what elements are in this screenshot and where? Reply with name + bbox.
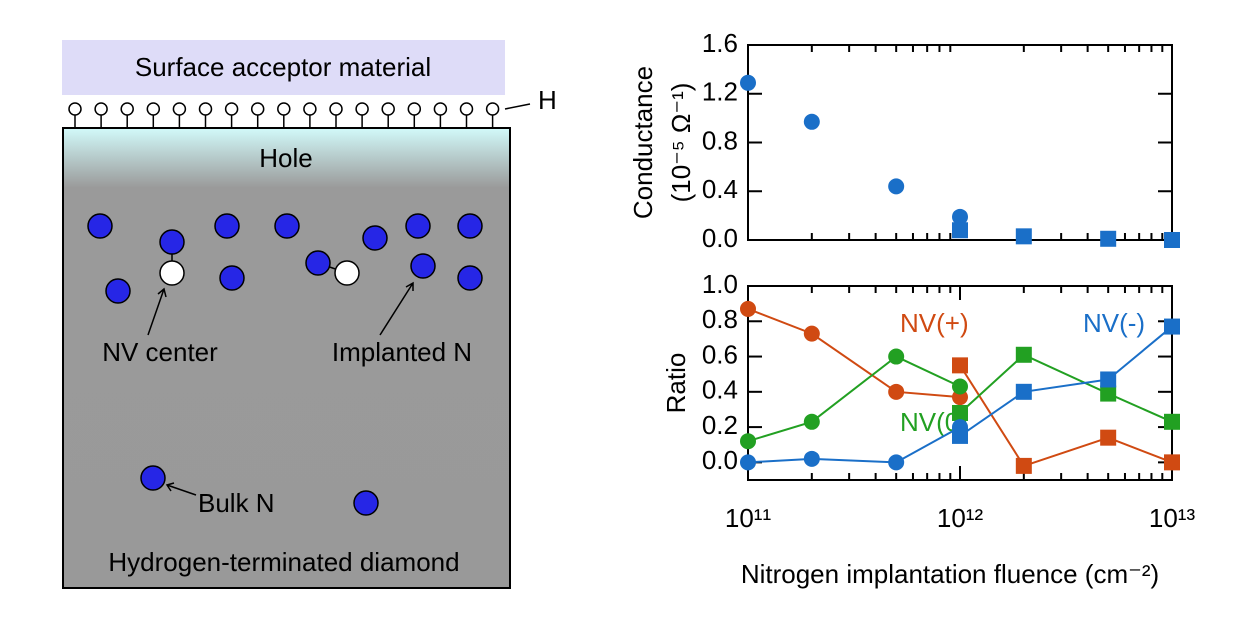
h-label: H — [538, 85, 557, 115]
square-marker — [1164, 318, 1180, 335]
y-axis-unit: (10⁻⁵ Ω⁻¹) — [666, 83, 696, 203]
square-marker — [1015, 457, 1032, 474]
series-line — [747, 307, 961, 399]
series-label: NV(+) — [900, 308, 969, 338]
circle-marker — [888, 383, 905, 400]
h-atom — [250, 102, 265, 116]
x-tick-label: 10¹² — [937, 503, 984, 533]
y-tick-label: 0.6 — [702, 339, 738, 369]
h-atom — [381, 102, 395, 116]
square-marker — [1100, 371, 1117, 388]
y-tick-label: 0.8 — [702, 125, 738, 155]
circle-marker — [803, 450, 820, 467]
h-atom — [224, 102, 239, 116]
square-marker — [1164, 232, 1180, 248]
square-marker — [1100, 429, 1117, 446]
y-tick-label: 0.4 — [702, 174, 738, 204]
series-line — [959, 364, 1173, 468]
diagram: Surface acceptor material H Hole NV cent… — [62, 40, 557, 589]
series-line — [959, 325, 1173, 437]
circle-marker — [888, 348, 905, 365]
h-atom — [94, 102, 108, 116]
y-axis-label: Ratio — [661, 353, 691, 414]
circle-marker — [888, 454, 905, 471]
substrate-label: Hydrogen-terminated diamond — [108, 547, 459, 577]
y-tick-label: 0.4 — [702, 375, 738, 405]
y-tick-label: 0.2 — [702, 410, 738, 440]
y-tick-label: 0.0 — [702, 445, 738, 475]
diamond — [62, 127, 511, 589]
y-axis-label: Conductance — [628, 66, 658, 219]
circle-marker — [740, 74, 756, 91]
square-marker — [1100, 230, 1117, 247]
y-tick-label: 1.2 — [702, 77, 738, 107]
nitrogen-atoms — [87, 213, 483, 516]
circle-marker — [803, 113, 820, 130]
h-atom — [146, 102, 161, 116]
square-marker — [1100, 385, 1117, 402]
nv-label: NV center — [102, 337, 218, 367]
square-marker — [952, 357, 968, 374]
series-line — [959, 353, 1173, 423]
series-line — [747, 426, 961, 464]
hydrogen-row — [68, 102, 500, 128]
circle-marker — [740, 300, 756, 317]
circle-marker — [740, 433, 756, 450]
h-atom — [303, 102, 317, 116]
square-marker — [952, 427, 968, 444]
square-marker — [1164, 454, 1180, 471]
series-line — [747, 355, 961, 443]
h-atom — [329, 102, 343, 116]
circle-marker — [803, 413, 820, 430]
acceptor-label: Surface acceptor material — [135, 52, 431, 82]
circle-marker — [952, 208, 968, 225]
circle-marker — [952, 378, 968, 395]
y-tick-label: 1.6 — [702, 28, 738, 58]
square-marker — [952, 404, 968, 421]
x-tick-label: 10¹¹ — [725, 503, 772, 533]
x-tick-label: 10¹³ — [1149, 503, 1196, 533]
h-atom — [277, 102, 291, 116]
implanted-label: Implanted N — [332, 337, 472, 367]
y-tick-label: 0.8 — [702, 304, 738, 334]
h-atom — [355, 102, 369, 116]
h-atom — [433, 102, 448, 116]
square-marker — [1015, 383, 1032, 400]
circle-marker — [888, 178, 905, 195]
h-arrow — [504, 103, 531, 110]
bulk-label: Bulk N — [198, 488, 275, 518]
circle-marker — [740, 454, 756, 471]
circle-marker — [803, 325, 820, 342]
series-label: NV(-) — [1083, 308, 1145, 338]
y-tick-label: 0.0 — [702, 223, 738, 253]
h-atom — [172, 102, 187, 116]
h-atom — [407, 102, 422, 116]
square-marker — [1164, 413, 1180, 430]
y-tick-label: 1.0 — [702, 269, 738, 299]
h-atom — [120, 102, 134, 116]
square-marker — [952, 222, 968, 239]
h-atom — [198, 102, 213, 116]
x-axis-label: Nitrogen implantation fluence (cm⁻²) — [741, 559, 1159, 589]
pointers — [147, 281, 414, 496]
acceptor-layer — [62, 40, 505, 95]
h-atom — [485, 102, 500, 116]
square-marker — [1015, 228, 1032, 245]
h-atom — [459, 102, 474, 116]
hole-label: Hole — [259, 143, 312, 173]
square-marker — [1015, 346, 1032, 363]
h-atom — [68, 102, 82, 116]
